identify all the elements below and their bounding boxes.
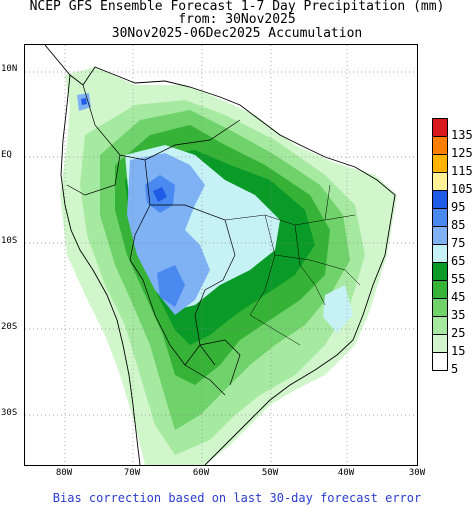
legend-label-5: 5 <box>451 362 459 376</box>
lat-label-10s: 10S <box>1 236 18 246</box>
legend-label-85: 85 <box>451 218 466 232</box>
map-canvas <box>25 45 417 465</box>
color-legend <box>432 118 448 371</box>
legend-label-135: 135 <box>451 128 473 142</box>
legend-label-65: 65 <box>451 254 466 268</box>
south-america-west-coast <box>60 74 141 465</box>
legend-label-55: 55 <box>451 272 466 286</box>
legend-swatch-125 <box>432 137 448 155</box>
precip-band-95 <box>153 187 167 202</box>
lon-label-80w: 80W <box>55 468 73 478</box>
legend-label-15: 15 <box>451 344 466 358</box>
legend-swatch-95 <box>432 191 448 209</box>
legend-swatch-15 <box>432 335 448 353</box>
map-subtitle-accumulation-period: 30Nov2025-06Dec2025 Accumulation <box>111 26 363 41</box>
precip-band-85-south <box>157 265 185 307</box>
legend-swatch-35 <box>432 299 448 317</box>
legend-swatch-55 <box>432 263 448 281</box>
bias-correction-note: Bias correction based on last 30-day for… <box>52 491 422 505</box>
lon-label-50w: 50W <box>261 468 279 478</box>
legend-label-35: 35 <box>451 308 466 322</box>
brazil-state-borders <box>224 184 361 346</box>
lat-lon-gridlines <box>25 45 417 465</box>
legend-swatch-45 <box>432 281 448 299</box>
legend-label-105: 105 <box>451 182 473 196</box>
legend-label-75: 75 <box>451 236 466 250</box>
lon-label-30w: 30W <box>408 468 426 478</box>
precip-band-95-northwest-coast <box>81 98 87 105</box>
lat-label-equator: EQ <box>1 150 12 160</box>
legend-label-125: 125 <box>451 146 473 160</box>
legend-swatch-85 <box>432 209 448 227</box>
legend-label-95: 95 <box>451 200 466 214</box>
lat-label-10n: 10N <box>1 64 18 74</box>
legend-swatch-105 <box>432 173 448 191</box>
lon-label-70w: 70W <box>123 468 141 478</box>
map-title: NCEP GFS Ensemble Forecast 1-7 Day Preci… <box>29 0 445 14</box>
national-borders <box>66 84 241 396</box>
legend-swatch-135 <box>432 118 448 137</box>
legend-swatch-75 <box>432 227 448 245</box>
precip-band-65-northeast <box>323 285 353 333</box>
legend-swatch-25 <box>432 317 448 335</box>
legend-swatch-115 <box>432 155 448 173</box>
legend-swatch-65 <box>432 245 448 263</box>
precipitation-map <box>24 44 418 466</box>
lon-label-60w: 60W <box>192 468 210 478</box>
legend-swatch-5 <box>432 353 448 371</box>
legend-label-115: 115 <box>451 164 473 178</box>
lat-label-30s: 30S <box>1 408 18 418</box>
legend-label-25: 25 <box>451 326 466 340</box>
lat-label-20s: 20S <box>1 322 18 332</box>
lon-label-40w: 40W <box>337 468 355 478</box>
map-subtitle-issue-date: from: 30Nov2025 <box>178 12 296 27</box>
south-america-coastline <box>44 45 396 465</box>
legend-label-45: 45 <box>451 290 466 304</box>
